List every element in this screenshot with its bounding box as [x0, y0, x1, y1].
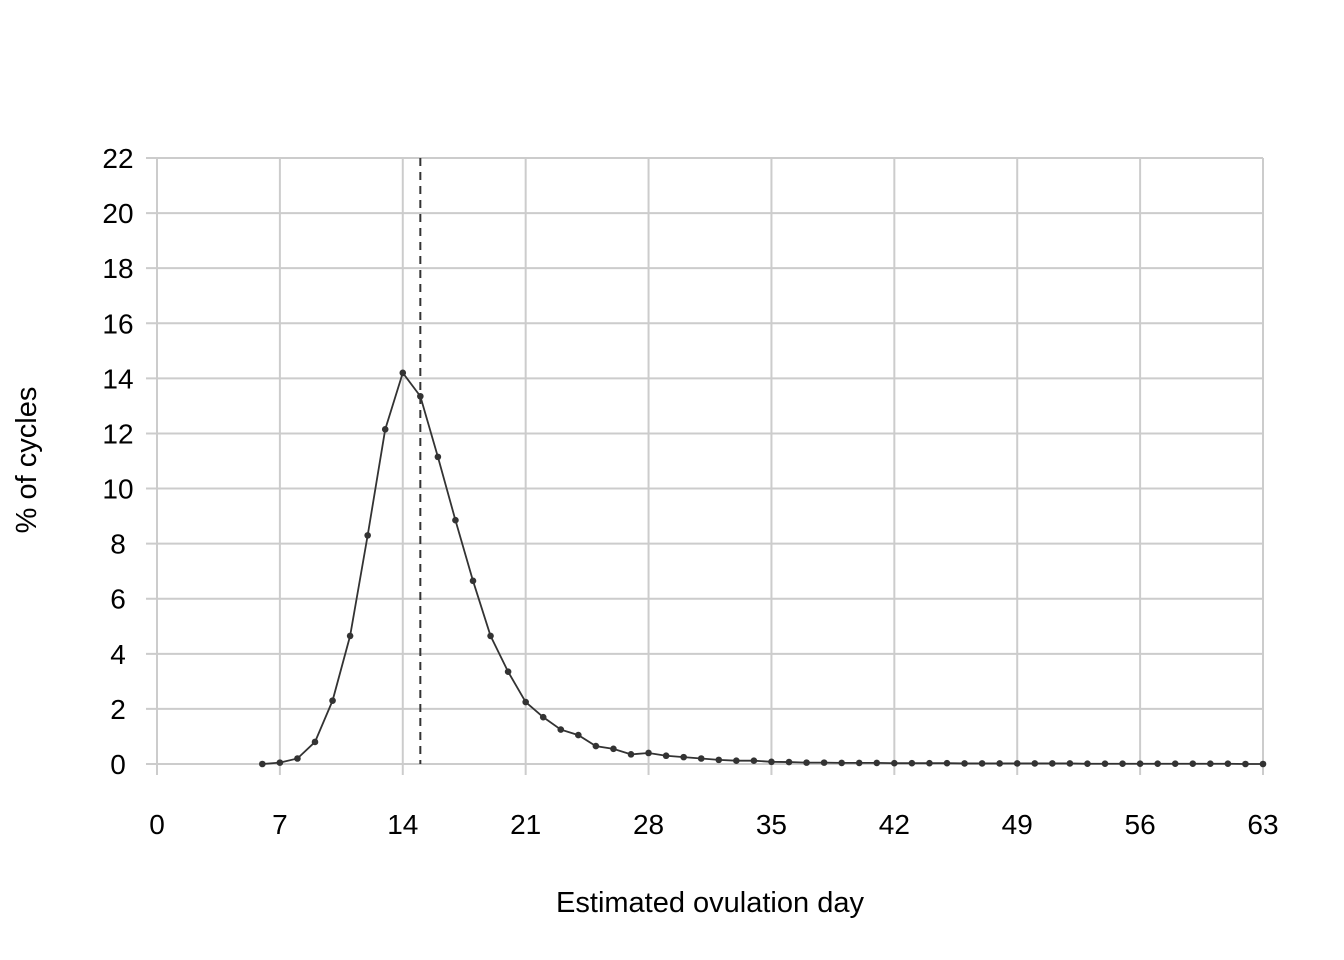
- data-point: [557, 726, 565, 733]
- y-tick-label: 12: [102, 418, 133, 449]
- data-point: [381, 426, 389, 433]
- data-point: [1101, 760, 1109, 768]
- data-point: [329, 697, 336, 704]
- data-point: [522, 698, 529, 706]
- data-point: [487, 632, 494, 640]
- data-point: [873, 759, 881, 767]
- data-point: [276, 759, 284, 766]
- data-point: [1154, 760, 1161, 768]
- data-point: [452, 516, 459, 524]
- data-point: [364, 532, 371, 539]
- data-point: [469, 577, 477, 585]
- data-point: [820, 759, 828, 766]
- x-tick-label: 28: [633, 809, 664, 840]
- data-point: [1189, 760, 1197, 768]
- data-point: [1171, 760, 1179, 768]
- data-point: [1259, 760, 1267, 768]
- data-point: [803, 759, 810, 766]
- data-point: [680, 753, 687, 761]
- data-point: [1066, 760, 1074, 767]
- y-axis-ticks: 0 2 4 6 8 10 12 14 16 18 20 22: [102, 143, 133, 780]
- data-point: [891, 759, 898, 767]
- x-tick-label: 0: [149, 809, 165, 840]
- data-point: [417, 392, 424, 400]
- x-tick-label: 35: [756, 809, 787, 840]
- y-tick-label: 6: [110, 584, 126, 615]
- data-point: [311, 738, 319, 746]
- y-tick-label: 8: [110, 529, 126, 560]
- data-point: [943, 759, 951, 767]
- data-point: [1242, 760, 1249, 768]
- data-point: [697, 755, 705, 762]
- series-line: [262, 370, 1263, 765]
- data-point: [1136, 760, 1144, 768]
- data-point: [259, 760, 266, 768]
- y-tick-label: 4: [110, 639, 126, 670]
- x-tick-label: 7: [272, 809, 288, 840]
- y-tick-label: 20: [102, 198, 133, 229]
- data-point: [539, 713, 547, 721]
- data-point: [645, 749, 652, 757]
- y-tick-label: 10: [102, 474, 133, 505]
- data-point: [610, 745, 617, 753]
- data-point: [592, 742, 600, 750]
- x-tick-label: 63: [1247, 809, 1278, 840]
- grid: [146, 157, 1264, 775]
- data-point: [662, 752, 670, 760]
- data-point: [1013, 760, 1021, 767]
- data-point: [733, 757, 740, 764]
- data-point: [785, 758, 793, 766]
- data-point: [1224, 760, 1232, 768]
- data-point: [996, 760, 1003, 767]
- data-point: [768, 758, 775, 766]
- x-tick-label: 49: [1002, 809, 1033, 840]
- data-points: [259, 369, 1267, 768]
- data-point: [627, 751, 635, 758]
- x-axis-ticks: 0 7 14 21 28 35 42 49 56 63: [149, 809, 1278, 840]
- data-point: [838, 759, 845, 767]
- data-point: [750, 757, 758, 764]
- y-tick-label: 22: [102, 143, 133, 174]
- y-tick-label: 14: [102, 363, 133, 394]
- y-tick-label: 16: [102, 308, 133, 339]
- y-axis-title: % of cycles: [11, 387, 43, 534]
- data-point: [978, 760, 986, 767]
- data-point: [1119, 760, 1126, 768]
- data-point: [346, 632, 354, 640]
- data-point: [1207, 760, 1214, 768]
- y-tick-label: 2: [110, 694, 126, 725]
- data-point: [294, 755, 301, 762]
- data-point: [575, 731, 582, 739]
- data-point: [1049, 760, 1056, 767]
- x-tick-label: 21: [510, 809, 541, 840]
- data-point: [434, 453, 442, 461]
- y-tick-label: 0: [110, 749, 126, 780]
- data-point: [1031, 760, 1039, 767]
- data-point: [715, 756, 723, 764]
- data-point: [504, 668, 512, 676]
- data-point: [908, 759, 916, 767]
- y-tick-label: 18: [102, 253, 133, 284]
- data-point: [855, 759, 863, 767]
- x-tick-label: 42: [879, 809, 910, 840]
- data-point: [926, 759, 933, 767]
- data-point: [1084, 760, 1091, 768]
- x-tick-label: 56: [1125, 809, 1156, 840]
- data-point: [399, 369, 407, 377]
- data-point: [961, 760, 968, 767]
- x-axis-title: Estimated ovulation day: [556, 887, 864, 919]
- x-tick-label: 14: [387, 809, 418, 840]
